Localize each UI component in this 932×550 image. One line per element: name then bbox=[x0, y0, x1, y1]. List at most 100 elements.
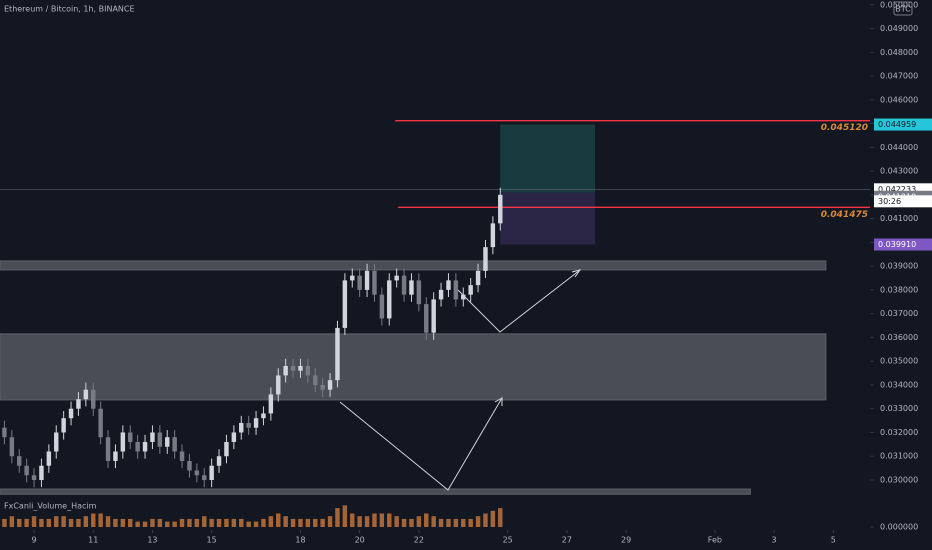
volume-bar bbox=[76, 518, 81, 527]
candle-body bbox=[83, 389, 89, 400]
arrow-path bbox=[457, 269, 581, 333]
candle-body bbox=[342, 280, 348, 328]
volume-bar bbox=[209, 518, 214, 527]
x-tick-label: 22 bbox=[414, 536, 424, 545]
candle-body bbox=[313, 375, 318, 385]
candle-body bbox=[253, 418, 259, 428]
candle-body bbox=[416, 280, 422, 305]
currency-badge[interactable] bbox=[893, 1, 913, 16]
volume-bar bbox=[135, 521, 140, 527]
volume-bar bbox=[461, 518, 466, 527]
volume-bar bbox=[424, 513, 429, 527]
candle-body bbox=[461, 294, 466, 300]
candle-body bbox=[76, 399, 81, 409]
y-tick-label: 0.041000 bbox=[880, 214, 918, 223]
volume-bar bbox=[24, 518, 29, 527]
y-tick-label: 0.030000 bbox=[880, 475, 918, 484]
candle-body bbox=[150, 432, 155, 442]
candle-body bbox=[91, 389, 96, 409]
y-tick-label: 0.043000 bbox=[880, 167, 918, 176]
y-tick-label: 0.037000 bbox=[880, 309, 918, 318]
indicator-label: FxCanli_Volume_Hacim bbox=[4, 502, 97, 511]
x-tick-label: 13 bbox=[147, 536, 157, 545]
volume-bar bbox=[283, 516, 288, 527]
price-tag-label: 0.044959 bbox=[878, 120, 916, 129]
x-tick-label: 5 bbox=[831, 536, 836, 545]
chart-title: Ethereum / Bitcoin, 1h, BINANCE bbox=[4, 5, 135, 14]
volume-bar bbox=[187, 518, 192, 527]
y-tick-label: 0.050000 bbox=[880, 0, 918, 9]
candle-body bbox=[424, 304, 429, 333]
candle-body bbox=[105, 437, 111, 461]
volume-bar bbox=[335, 508, 340, 527]
volume-bar bbox=[165, 521, 170, 527]
candle-body bbox=[276, 375, 281, 395]
volume-bar bbox=[231, 518, 237, 527]
candle-body bbox=[24, 465, 29, 476]
volume-bar bbox=[483, 513, 488, 527]
y-tick-label: 0.033000 bbox=[880, 404, 918, 413]
arrow-head bbox=[494, 397, 503, 406]
y-tick-label: 0.036000 bbox=[880, 333, 918, 342]
volume-bar bbox=[194, 518, 200, 527]
candle-body bbox=[61, 418, 66, 433]
price-tag bbox=[874, 118, 932, 131]
volume-bar bbox=[46, 518, 52, 527]
volume-bar bbox=[453, 518, 459, 527]
candle-body bbox=[194, 470, 200, 476]
candle-body bbox=[490, 223, 496, 248]
candle-body bbox=[172, 437, 177, 452]
candle-body bbox=[142, 441, 148, 452]
volume-bar bbox=[364, 516, 370, 527]
candle-body bbox=[113, 451, 118, 461]
candle-body bbox=[157, 432, 163, 447]
candle-body bbox=[187, 460, 192, 471]
x-tick-label: 15 bbox=[207, 536, 217, 545]
arrows bbox=[339, 269, 582, 491]
candle-body bbox=[446, 280, 451, 290]
candle-body bbox=[54, 432, 59, 452]
candle-body bbox=[165, 437, 170, 447]
x-tick-label: 18 bbox=[295, 536, 305, 545]
zone bbox=[0, 488, 751, 495]
x-tick-label: 27 bbox=[562, 536, 572, 545]
candle-body bbox=[246, 422, 251, 428]
position-target bbox=[500, 124, 595, 193]
price-tag bbox=[874, 238, 932, 251]
volume-bar bbox=[342, 505, 348, 527]
y-tick-label: 0.048000 bbox=[880, 48, 918, 57]
y-tick-label: 0.031000 bbox=[880, 452, 918, 461]
price-tag-label: 0.042233 bbox=[878, 185, 916, 194]
y-tick-label: 0.044000 bbox=[880, 143, 918, 152]
volume-bar bbox=[268, 516, 274, 527]
candle-body bbox=[31, 475, 37, 480]
y-tick-label: 0.032000 bbox=[880, 428, 918, 437]
candle-body bbox=[239, 422, 244, 433]
candle-body bbox=[290, 365, 296, 371]
volume-bar bbox=[498, 508, 503, 527]
volume-bar bbox=[9, 516, 15, 527]
candle-body bbox=[379, 294, 385, 319]
candle-body bbox=[261, 413, 266, 419]
y-tick-label: 0.046000 bbox=[880, 95, 918, 104]
volume-bar bbox=[298, 518, 303, 527]
candle-body bbox=[298, 365, 303, 371]
candle-body bbox=[120, 432, 126, 452]
candle-body bbox=[320, 384, 325, 390]
volume-bar bbox=[379, 513, 385, 527]
candle-body bbox=[231, 432, 237, 442]
countdown-box bbox=[874, 195, 932, 208]
candle-body bbox=[364, 270, 370, 290]
candle-body bbox=[305, 365, 311, 376]
volume-tick-label: 0.000000 bbox=[880, 523, 918, 532]
candle-body bbox=[68, 408, 74, 419]
volume-bar bbox=[416, 516, 422, 527]
candle-body bbox=[283, 365, 288, 376]
volume-bar bbox=[490, 510, 496, 527]
y-tick-label: 0.038000 bbox=[880, 285, 918, 294]
candle-body bbox=[409, 280, 414, 295]
zones bbox=[0, 124, 870, 495]
volume-bar bbox=[357, 516, 362, 527]
volume-bar bbox=[39, 518, 44, 527]
countdown: 30:26 bbox=[878, 197, 901, 206]
